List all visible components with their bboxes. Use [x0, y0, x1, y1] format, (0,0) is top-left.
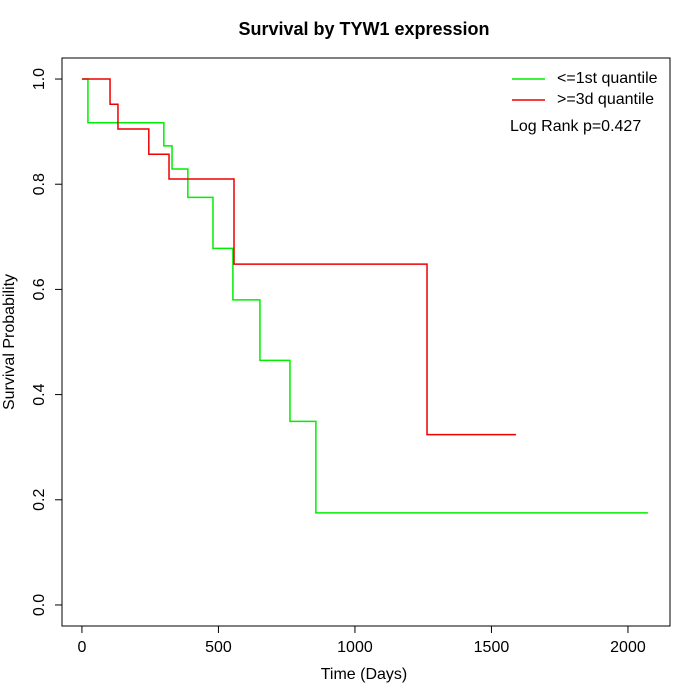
- x-tick-label: 2000: [610, 639, 646, 656]
- annotation: Log Rank p=0.427: [510, 118, 641, 135]
- x-axis-label: Time (Days): [321, 666, 408, 683]
- y-tick-label: 0.2: [31, 489, 48, 511]
- x-tick-label: 500: [205, 639, 232, 656]
- x-tick-label: 1500: [474, 639, 510, 656]
- y-tick-label: 0.0: [31, 594, 48, 616]
- legend-label: <=1st quantile: [557, 70, 658, 87]
- legend-label: >=3d quantile: [557, 91, 654, 108]
- chart-title: Survival by TYW1 expression: [238, 19, 489, 39]
- y-tick-label: 1.0: [31, 68, 48, 90]
- plot-frame: [61, 57, 671, 627]
- survival-line: [81, 78, 517, 436]
- y-axis-label: Survival Probability: [1, 274, 18, 410]
- x-tick-label: 0: [77, 639, 86, 656]
- y-tick-label: 0.6: [31, 278, 48, 300]
- survival-line: [81, 78, 648, 514]
- x-tick-label: 1000: [337, 639, 373, 656]
- y-tick-label: 0.8: [31, 173, 48, 195]
- y-tick-label: 0.4: [31, 383, 48, 405]
